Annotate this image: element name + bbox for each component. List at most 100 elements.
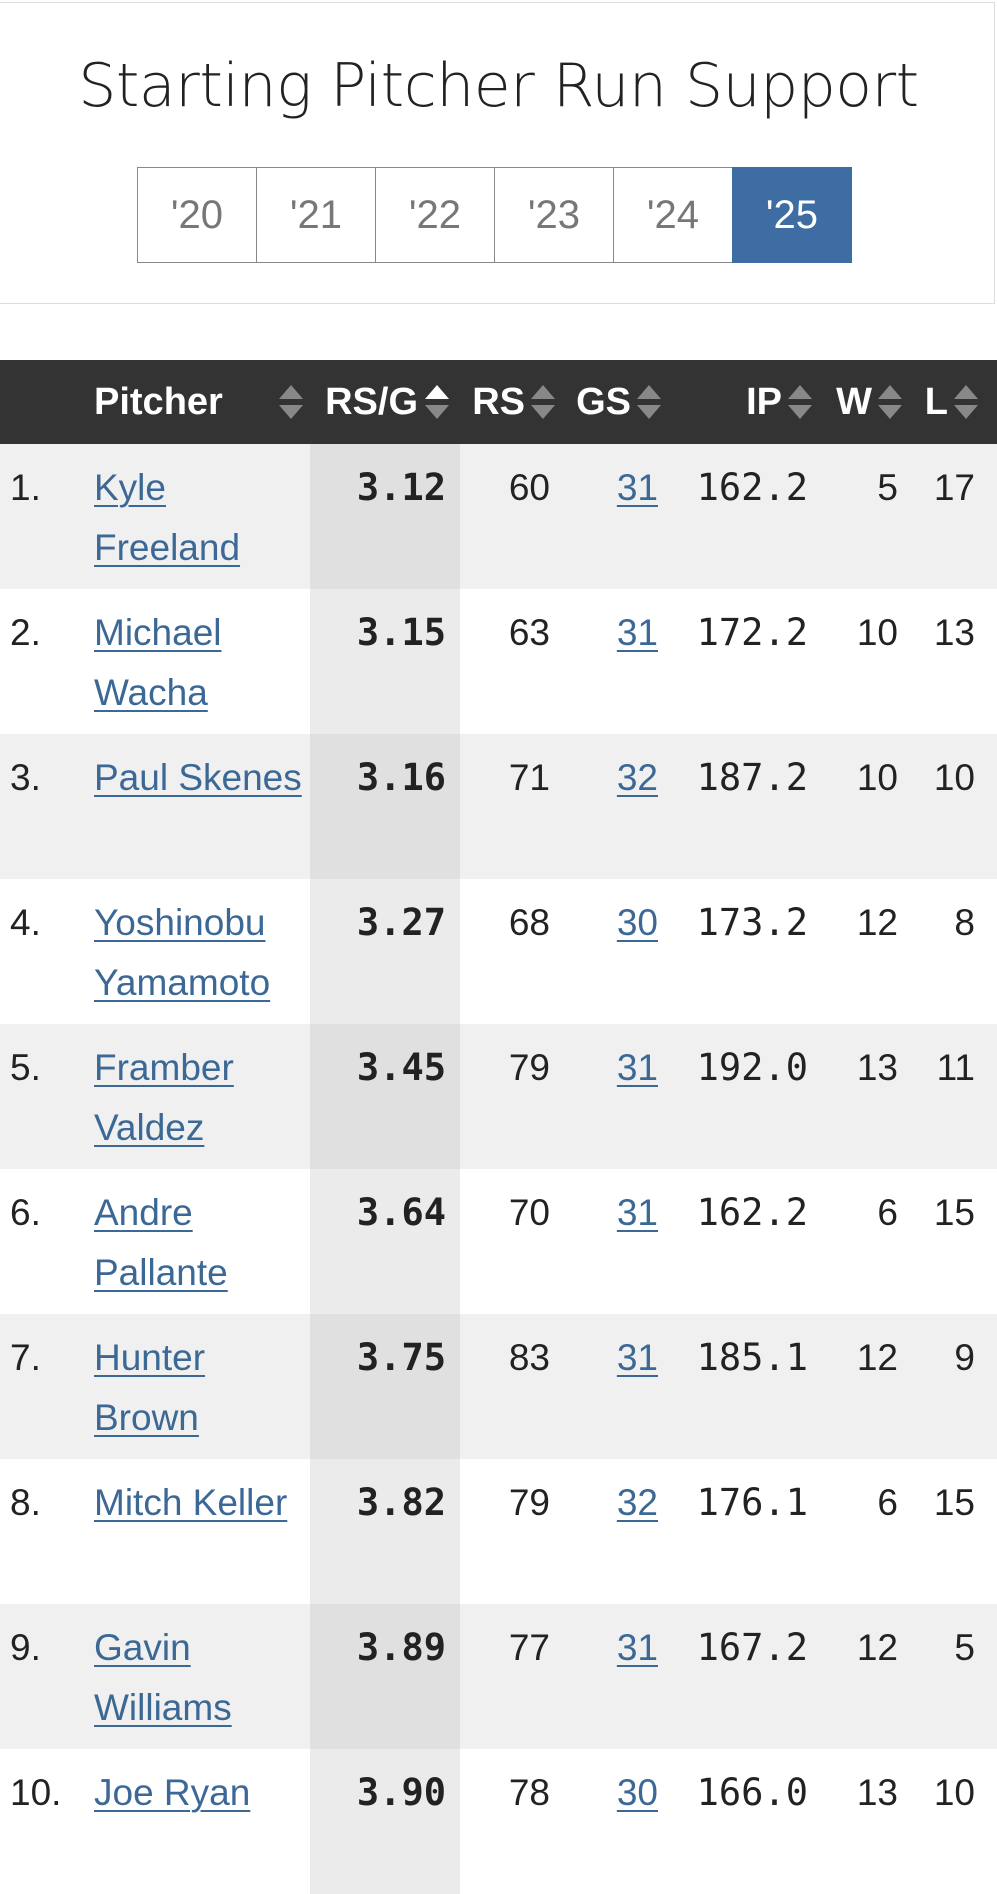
wins: 12 bbox=[856, 902, 898, 943]
games-started[interactable]: 31 bbox=[616, 1047, 658, 1088]
column-header[interactable]: RS bbox=[472, 381, 525, 423]
rsg-column-bg bbox=[310, 1024, 460, 1169]
runs-support: 68 bbox=[508, 902, 550, 943]
pitcher-name[interactable]: Framber Valdez bbox=[94, 1047, 234, 1148]
year-tab[interactable]: '23 bbox=[494, 167, 614, 263]
innings-pitched: 167.2 bbox=[696, 1626, 808, 1669]
rank: 2. bbox=[10, 612, 41, 653]
games-started-cell: 31 bbox=[617, 1328, 658, 1388]
runs-support: 77 bbox=[508, 1627, 550, 1668]
games-started[interactable]: 31 bbox=[616, 1337, 658, 1378]
wins: 13 bbox=[856, 1047, 898, 1088]
rs-per-game: 3.82 bbox=[356, 1481, 446, 1524]
table-row: 2. Michael Wacha 3.15 63 31 172.2 10 13 bbox=[0, 589, 997, 734]
rank: 7. bbox=[10, 1337, 41, 1378]
innings-pitched: 172.2 bbox=[696, 611, 808, 654]
rank: 8. bbox=[10, 1482, 41, 1523]
pitcher-name[interactable]: Andre Pallante bbox=[94, 1192, 228, 1293]
wins: 13 bbox=[856, 1772, 898, 1813]
year-tab[interactable]: '21 bbox=[256, 167, 376, 263]
pitcher-name-cell: Hunter Brown bbox=[94, 1328, 306, 1448]
innings-pitched: 176.1 bbox=[696, 1481, 808, 1524]
column-header[interactable]: W bbox=[836, 381, 872, 423]
innings-pitched: 162.2 bbox=[696, 466, 808, 509]
rank: 6. bbox=[10, 1192, 41, 1233]
losses: 10 bbox=[933, 1772, 975, 1813]
rsg-column-bg bbox=[310, 444, 460, 589]
column-header[interactable]: IP bbox=[746, 381, 782, 423]
games-started[interactable]: 31 bbox=[616, 1192, 658, 1233]
table-row: 4. Yoshinobu Yamamoto 3.27 68 30 173.2 12 8 bbox=[0, 879, 997, 1024]
rsg-column-bg bbox=[310, 1169, 460, 1314]
losses: 11 bbox=[936, 1047, 975, 1088]
runs-support: 71 bbox=[508, 757, 550, 798]
runs-support: 63 bbox=[508, 612, 550, 653]
innings-pitched: 187.2 bbox=[696, 756, 808, 799]
innings-pitched: 173.2 bbox=[696, 901, 808, 944]
sort-arrows[interactable] bbox=[877, 382, 903, 422]
rs-per-game: 3.16 bbox=[356, 756, 446, 799]
column-header[interactable]: L bbox=[924, 381, 948, 423]
games-started[interactable]: 30 bbox=[616, 1772, 658, 1813]
games-started[interactable]: 31 bbox=[616, 612, 658, 653]
sort-arrows[interactable] bbox=[530, 382, 556, 422]
pitcher-name-cell: Michael Wacha bbox=[94, 603, 306, 723]
pitcher-name[interactable]: Paul Skenes bbox=[94, 757, 302, 798]
games-started-cell: 32 bbox=[617, 748, 658, 808]
rank: 4. bbox=[10, 902, 41, 943]
column-header[interactable]: RS/G bbox=[325, 381, 418, 423]
pitcher-name[interactable]: Gavin Williams bbox=[94, 1627, 232, 1728]
sort-arrows[interactable] bbox=[787, 382, 813, 422]
pitcher-name-cell: Yoshinobu Yamamoto bbox=[94, 893, 306, 1013]
year-tab[interactable]: '20 bbox=[137, 167, 257, 263]
runs-support: 79 bbox=[508, 1482, 550, 1523]
pitcher-name[interactable]: Mitch Keller bbox=[94, 1482, 288, 1523]
losses: 9 bbox=[954, 1337, 975, 1378]
runs-support: 70 bbox=[508, 1192, 550, 1233]
pitcher-name-cell: Andre Pallante bbox=[94, 1183, 306, 1303]
sort-arrows[interactable] bbox=[424, 382, 450, 422]
wins: 12 bbox=[856, 1627, 898, 1668]
column-header[interactable]: GS bbox=[576, 381, 631, 423]
games-started-cell: 30 bbox=[617, 1763, 658, 1823]
pitcher-name[interactable]: Hunter Brown bbox=[94, 1337, 206, 1438]
table-row: 9. Gavin Williams 3.89 77 31 167.2 12 5 bbox=[0, 1604, 997, 1749]
games-started[interactable]: 30 bbox=[616, 902, 658, 943]
year-tab[interactable]: '24 bbox=[613, 167, 733, 263]
wins: 12 bbox=[856, 1337, 898, 1378]
games-started-cell: 31 bbox=[617, 1183, 658, 1243]
column-header[interactable]: Pitcher bbox=[94, 381, 223, 423]
rsg-column-bg bbox=[310, 589, 460, 734]
games-started-cell: 31 bbox=[617, 458, 658, 518]
sort-arrows[interactable] bbox=[278, 382, 304, 422]
sort-arrows[interactable] bbox=[636, 382, 662, 422]
wins: 10 bbox=[856, 757, 898, 798]
pitcher-name[interactable]: Michael Wacha bbox=[94, 612, 222, 713]
games-started-cell: 30 bbox=[617, 893, 658, 953]
table-row: 10. Joe Ryan 3.90 78 30 166.0 13 10 bbox=[0, 1749, 997, 1894]
losses: 15 bbox=[933, 1192, 975, 1233]
pitcher-name[interactable]: Kyle Freeland bbox=[94, 467, 241, 568]
year-tab[interactable]: '22 bbox=[375, 167, 495, 263]
table-row: 6. Andre Pallante 3.64 70 31 162.2 6 15 bbox=[0, 1169, 997, 1314]
games-started-cell: 31 bbox=[617, 1038, 658, 1098]
games-started-cell: 31 bbox=[617, 1618, 658, 1678]
wins: 6 bbox=[877, 1482, 898, 1523]
table-header: Pitcher RS/G RS GS IP W L bbox=[0, 360, 997, 444]
games-started[interactable]: 32 bbox=[616, 757, 658, 798]
innings-pitched: 185.1 bbox=[696, 1336, 808, 1379]
losses: 8 bbox=[954, 902, 975, 943]
pitcher-name[interactable]: Yoshinobu Yamamoto bbox=[94, 902, 271, 1003]
rank: 10. bbox=[10, 1772, 62, 1813]
year-tab[interactable]: '25 bbox=[732, 167, 852, 263]
games-started[interactable]: 31 bbox=[616, 1627, 658, 1668]
pitcher-name[interactable]: Joe Ryan bbox=[94, 1772, 251, 1813]
sort-arrows[interactable] bbox=[953, 382, 979, 422]
innings-pitched: 166.0 bbox=[696, 1771, 808, 1814]
games-started[interactable]: 32 bbox=[616, 1482, 658, 1523]
table-row: 1. Kyle Freeland 3.12 60 31 162.2 5 17 bbox=[0, 444, 997, 589]
rank: 9. bbox=[10, 1627, 41, 1668]
rs-per-game: 3.27 bbox=[356, 901, 446, 944]
games-started[interactable]: 31 bbox=[616, 467, 658, 508]
